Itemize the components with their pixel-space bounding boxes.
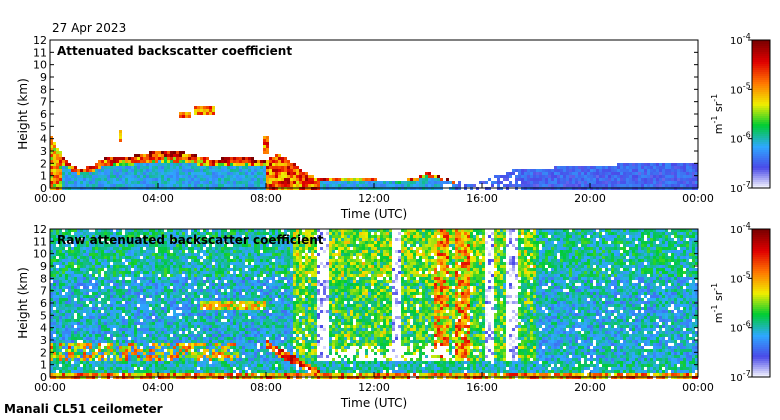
colorbar-tick-label: 10-5 [730,270,751,285]
site-label: Manali CL51 ceilometer [4,402,163,416]
y-tick-label: 2 [40,346,47,359]
y-tick-label: 1 [40,359,47,372]
colorbar: 10-7 10-6 10-5 10-4 m-1 sr-1 [710,221,771,384]
heatmap-cells [50,106,698,190]
colorbar-tick-label: 10-5 [730,81,751,96]
x-tick-label: 12:00 [358,381,390,394]
y-tick-label: 10 [33,248,47,261]
y-tick-label: 3 [40,334,47,347]
y-tick-label: 7 [40,285,47,298]
panel-raw-attenuated-backscatter: Raw attenuated backscatter coefficient01… [16,221,771,410]
y-tick-label: 11 [33,235,47,248]
x-tick-label: 04:00 [142,381,174,394]
y-axis-label: Height (km) [16,267,30,338]
panel-title: Raw attenuated backscatter coefficient [57,233,324,247]
x-tick-label: 20:00 [574,381,606,394]
y-tick-label: 4 [40,322,47,335]
colorbar-tick-label: 10-6 [730,131,751,146]
panel-attenuated-backscatter: Attenuated backscatter coefficient012345… [16,32,771,221]
y-tick-label: 7 [40,96,47,109]
y-tick-label: 11 [33,46,47,59]
panel-title: Attenuated backscatter coefficient [57,44,292,58]
colorbar-tick-label: 10-4 [730,221,751,236]
y-tick-label: 5 [40,309,47,322]
y-tick-label: 4 [40,133,47,146]
y-tick-label: 6 [40,297,47,310]
colorbar-label: m-1 sr-1 [710,283,725,323]
y-tick-label: 3 [40,145,47,158]
x-tick-label: 04:00 [142,192,174,205]
y-tick-label: 0 [40,182,47,195]
y-tick-label: 9 [40,71,47,84]
x-tick-label: 00:00 [682,381,714,394]
colorbar-tick-label: 10-6 [730,320,751,335]
colorbar-label: m-1 sr-1 [710,94,725,134]
x-tick-label: 00:00 [682,192,714,205]
x-tick-label: 16:00 [466,192,498,205]
y-tick-label: 6 [40,108,47,121]
x-axis-label: Time (UTC) [340,207,407,221]
y-axis-label: Height (km) [16,78,30,149]
x-axis-label: Time (UTC) [340,396,407,410]
y-tick-label: 8 [40,83,47,96]
x-tick-label: 12:00 [358,192,390,205]
x-tick-label: 00:00 [34,381,66,394]
colorbar-tick-label: 10-7 [730,180,751,195]
y-tick-label: 5 [40,120,47,133]
heatmap-cells [50,229,698,379]
date-label: 27 Apr 2023 [52,21,126,35]
colorbar-tick-label: 10-7 [730,369,751,384]
y-tick-label: 8 [40,272,47,285]
y-tick-label: 0 [40,371,47,384]
x-tick-label: 08:00 [250,381,282,394]
x-tick-label: 16:00 [466,381,498,394]
colorbar: 10-7 10-6 10-5 10-4 m-1 sr-1 [710,32,771,195]
y-tick-label: 12 [33,223,47,236]
y-tick-label: 2 [40,157,47,170]
y-tick-label: 12 [33,34,47,47]
x-tick-label: 00:00 [34,192,66,205]
x-tick-label: 08:00 [250,192,282,205]
y-tick-label: 1 [40,170,47,183]
colorbar-tick-label: 10-4 [730,32,751,47]
y-tick-label: 9 [40,260,47,273]
x-tick-label: 20:00 [574,192,606,205]
y-tick-label: 10 [33,59,47,72]
